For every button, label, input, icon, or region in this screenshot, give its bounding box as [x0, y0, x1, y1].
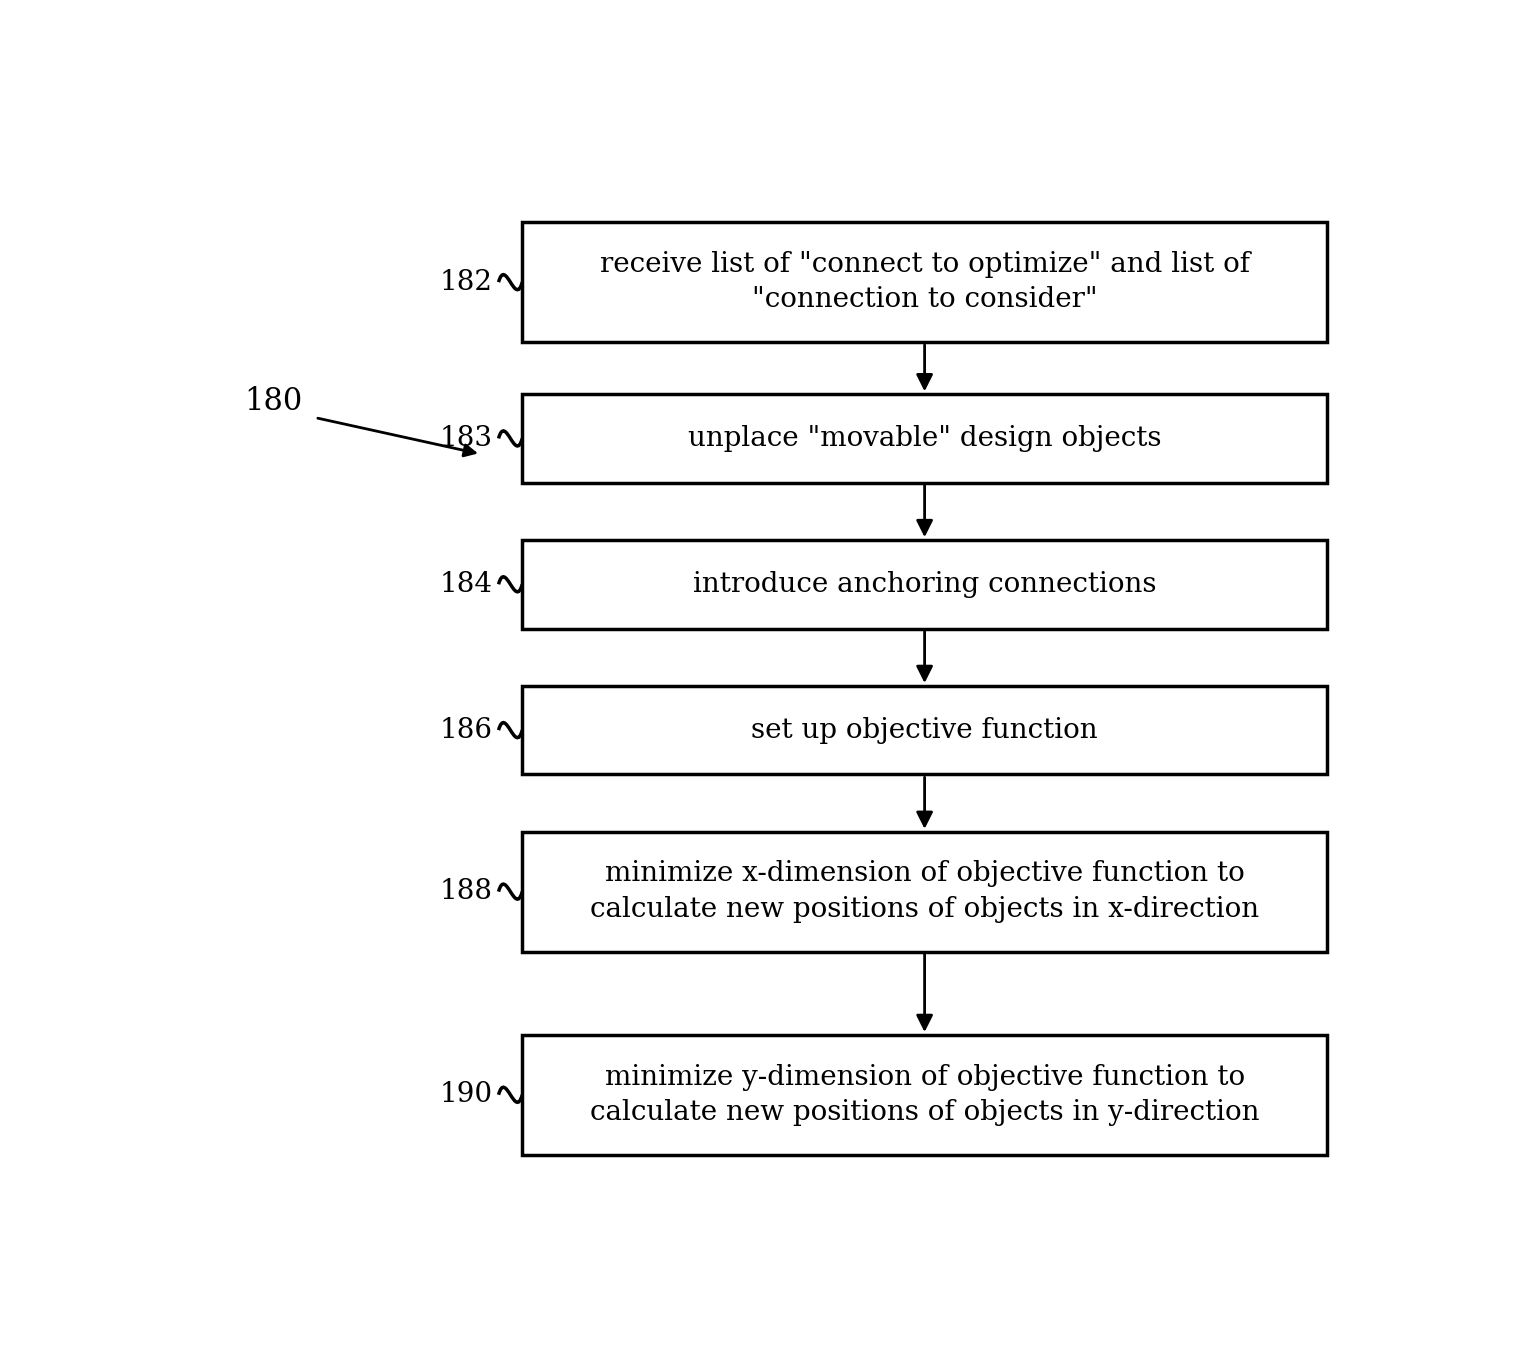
Text: minimize y-dimension of objective function to
calculate new positions of objects: minimize y-dimension of objective functi… — [589, 1063, 1260, 1126]
Bar — [522, 222, 1327, 342]
Bar — [522, 394, 1327, 483]
Text: unplace "movable" design objects: unplace "movable" design objects — [687, 425, 1162, 452]
Text: 188: 188 — [440, 878, 493, 905]
Text: receive list of "connect to optimize" and list of
"connection to consider": receive list of "connect to optimize" an… — [600, 250, 1249, 314]
Text: 184: 184 — [440, 571, 493, 598]
Text: set up objective function: set up objective function — [751, 717, 1098, 744]
Text: minimize x-dimension of objective function to
calculate new positions of objects: minimize x-dimension of objective functi… — [589, 861, 1260, 923]
Bar — [522, 832, 1327, 951]
Text: 190: 190 — [440, 1081, 493, 1108]
Text: 180: 180 — [244, 387, 302, 418]
Bar — [522, 540, 1327, 629]
Text: 183: 183 — [440, 425, 493, 452]
Text: introduce anchoring connections: introduce anchoring connections — [693, 571, 1156, 598]
Text: 186: 186 — [440, 717, 493, 744]
Bar — [522, 686, 1327, 774]
Text: 182: 182 — [440, 269, 493, 296]
Bar — [522, 1035, 1327, 1154]
